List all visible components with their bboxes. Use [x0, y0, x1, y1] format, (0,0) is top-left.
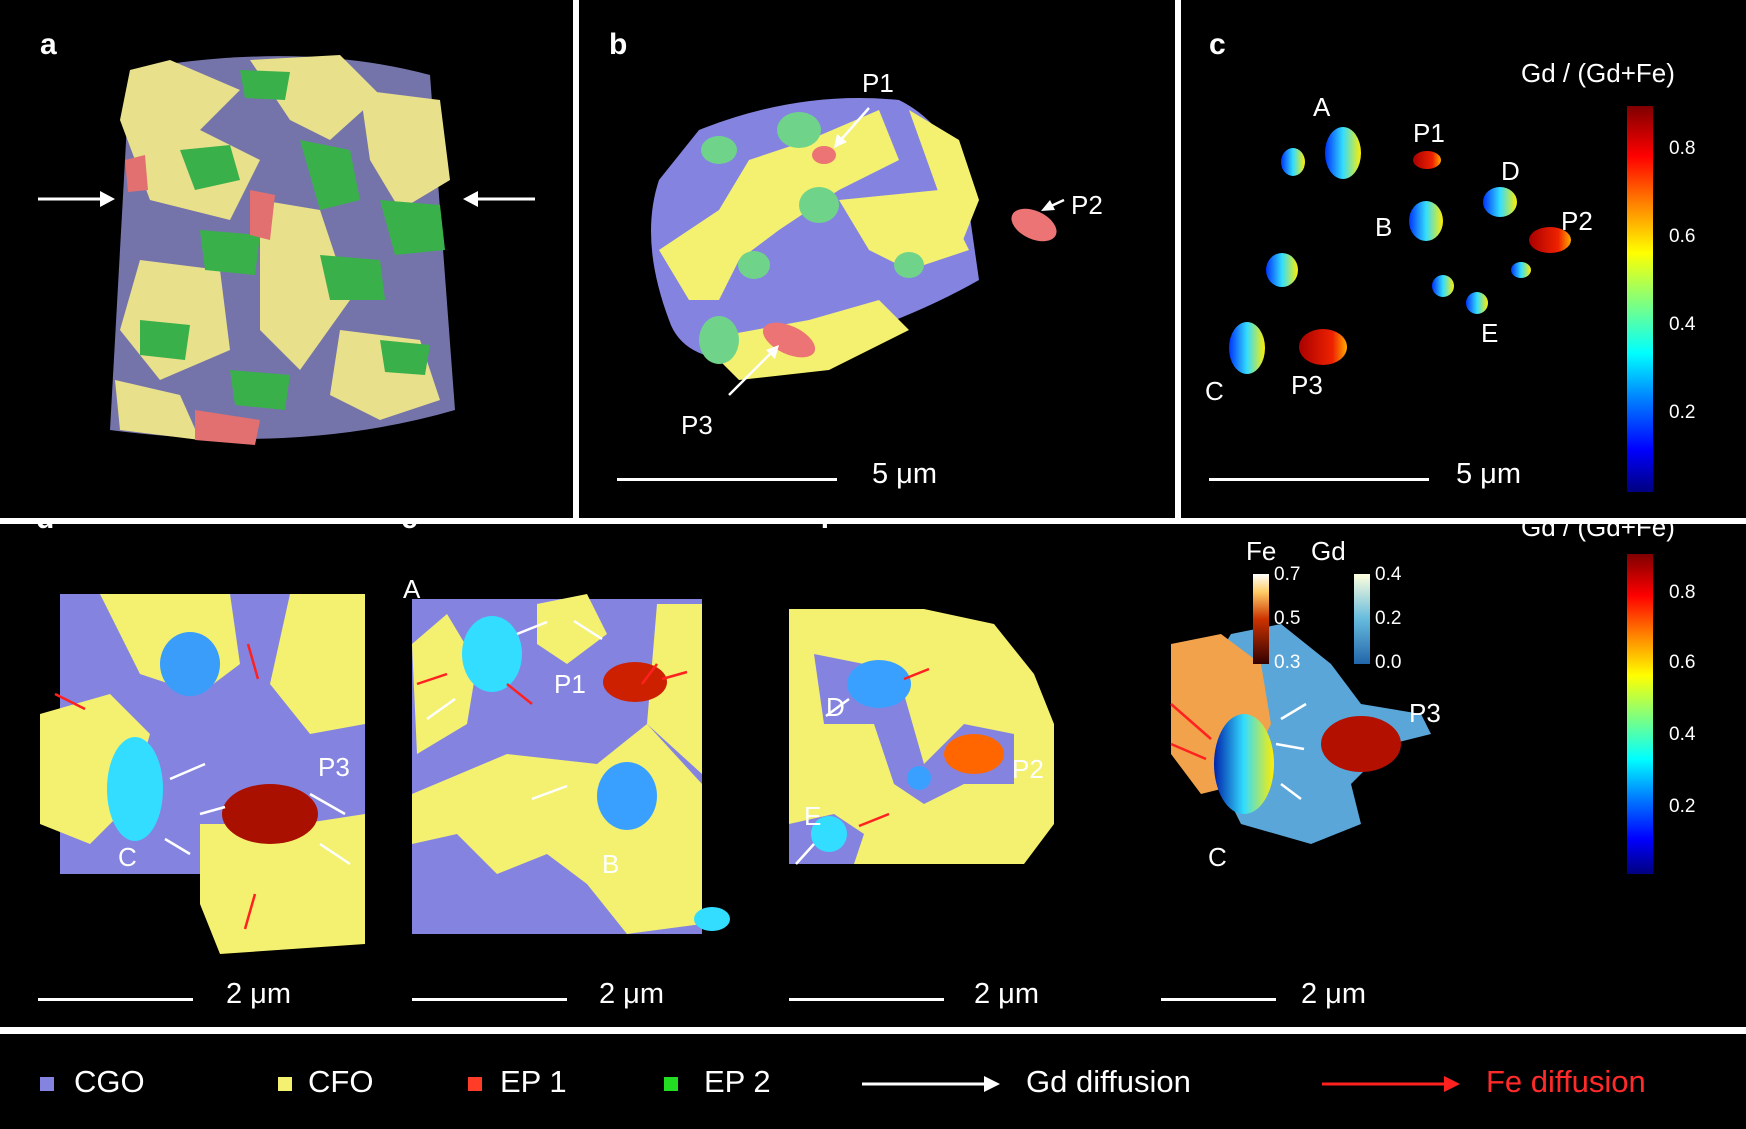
- label-c-p2: P2: [1561, 206, 1593, 236]
- label-c-p1: P1: [1413, 118, 1445, 148]
- label-b-p1: P1: [862, 68, 894, 98]
- scale-bar-c: [1209, 478, 1429, 481]
- colorbar-g: [1627, 554, 1653, 874]
- label-c-e: E: [1481, 318, 1499, 348]
- scale-bar-b: [617, 478, 837, 481]
- label-g-p3: P3: [1409, 698, 1441, 728]
- panel-c: c A P1 D B P2 E C P3 Gd / (Gd+Fe) 0.8 0.…: [1181, 0, 1746, 518]
- label-d-c: C: [118, 842, 137, 872]
- label-b-p2: P2: [1071, 190, 1103, 220]
- label-g-c: C: [1208, 842, 1227, 872]
- label-c-d: D: [1501, 156, 1520, 186]
- legend-label-ep1: EP 1: [500, 1064, 567, 1099]
- label-c-c: C: [1205, 376, 1224, 406]
- panel-f-render: [789, 609, 1054, 865]
- scale-text-c: 5 μm: [1456, 458, 1522, 490]
- panel-g-render: [1170, 574, 1431, 844]
- panel-d-render: [40, 594, 365, 954]
- panel-label-d: d: [36, 524, 54, 536]
- panel-b-render: [651, 98, 1065, 396]
- legend-label-cfo: CFO: [308, 1064, 374, 1099]
- panel-label-e: e: [401, 524, 418, 536]
- tick-g-04: 0.4: [1669, 724, 1696, 745]
- panel-a: a: [0, 0, 573, 518]
- gd-tick-00: 0.0: [1375, 652, 1402, 673]
- scale-bar-d: [38, 998, 193, 1001]
- label-e-b: B: [602, 849, 620, 879]
- legend-fe-diffusion: Fe diffusion: [1486, 1064, 1646, 1099]
- legend-swatch-cgo: [40, 1077, 54, 1091]
- legend-arrows: [862, 1076, 1460, 1092]
- legend-label-cgo: CGO: [74, 1064, 145, 1099]
- tick-g-06: 0.6: [1669, 652, 1696, 673]
- legend-label-ep2: EP 2: [704, 1064, 771, 1099]
- panel-g: g Fe 0.7 0.5 0.3 Gd 0.4 0.2 0.0 P3 C Gd …: [1161, 524, 1746, 1027]
- legend-gd-diffusion: Gd diffusion: [1026, 1064, 1191, 1099]
- tick-c-06: 0.6: [1669, 226, 1696, 247]
- label-c-b: B: [1375, 212, 1393, 242]
- panel-a-render: [38, 55, 535, 445]
- panel-e-render: [412, 594, 730, 934]
- panel-f: f D P2 E 2 μm: [774, 524, 1161, 1027]
- gd-tick-02: 0.2: [1375, 608, 1402, 629]
- panel-c-render: [1229, 127, 1571, 374]
- fe-tick-03: 0.3: [1274, 652, 1301, 673]
- colorbar-c: [1627, 106, 1653, 492]
- label-c-p3: P3: [1291, 370, 1323, 400]
- label-f-d: D: [826, 692, 845, 722]
- scale-bar-g: [1161, 998, 1276, 1001]
- legend-swatch-ep1: [468, 1077, 482, 1091]
- label-e-a: A: [403, 574, 421, 604]
- scale-bar-f: [789, 998, 944, 1001]
- panel-label-f: f: [820, 524, 830, 536]
- colorbar-title-g: Gd / (Gd+Fe): [1521, 524, 1675, 542]
- panel-e: e A P1 B 2 μm: [387, 524, 774, 1027]
- fe-title: Fe: [1246, 536, 1277, 566]
- label-e-p1: P1: [554, 669, 586, 699]
- scale-text-g: 2 μm: [1301, 978, 1367, 1010]
- colorbar-title-c: Gd / (Gd+Fe): [1521, 58, 1675, 88]
- panel-label-a: a: [40, 28, 57, 61]
- label-b-p3: P3: [681, 410, 713, 440]
- tick-c-04: 0.4: [1669, 314, 1696, 335]
- gd-title: Gd: [1311, 536, 1346, 566]
- panel-d: d P3 C 2 μm: [0, 524, 387, 1027]
- scale-text-e: 2 μm: [599, 978, 665, 1010]
- fe-tick-07: 0.7: [1274, 564, 1301, 585]
- tick-g-02: 0.2: [1669, 796, 1696, 817]
- tick-c-02: 0.2: [1669, 402, 1696, 423]
- legend: CGO CFO EP 1 EP 2 Gd diffusion Fe diffus…: [0, 1034, 1746, 1129]
- gd-tick-04: 0.4: [1375, 564, 1402, 585]
- panel-label-b: b: [609, 28, 628, 61]
- panel-label-c: c: [1209, 28, 1226, 61]
- legend-swatch-cfo: [278, 1077, 292, 1091]
- scale-text-b: 5 μm: [872, 458, 938, 490]
- fe-tick-05: 0.5: [1274, 608, 1301, 629]
- tick-c-08: 0.8: [1669, 138, 1696, 159]
- legend-swatch-ep2: [664, 1077, 678, 1091]
- label-f-p2: P2: [1012, 754, 1044, 784]
- scale-text-f: 2 μm: [974, 978, 1040, 1010]
- label-f-e: E: [804, 801, 822, 831]
- tick-g-08: 0.8: [1669, 582, 1696, 603]
- scale-bar-e: [412, 998, 567, 1001]
- label-d-p3: P3: [318, 752, 350, 782]
- scale-text-d: 2 μm: [226, 978, 292, 1010]
- panel-b: b P1 P2 P3 5 μm: [579, 0, 1175, 518]
- label-c-a: A: [1313, 92, 1331, 122]
